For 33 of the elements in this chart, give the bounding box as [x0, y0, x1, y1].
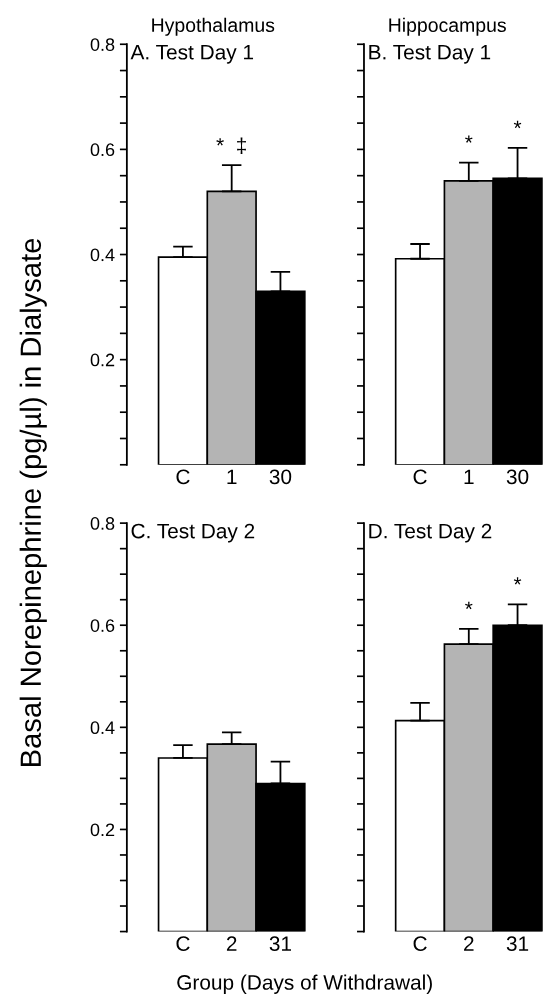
x-tick-label: C: [176, 469, 190, 485]
chart-title: D. Test Day 2: [369, 523, 492, 543]
chart-title: B. Test Day 1: [369, 45, 491, 64]
x-tick-label: C: [176, 936, 190, 952]
y-tick-label: 0.6: [90, 619, 115, 632]
chart-subtitle: Hypothalamus: [152, 17, 275, 36]
annotation: *: [465, 601, 473, 610]
x-tick-label: 2: [464, 936, 474, 951]
annotation: *: [513, 577, 522, 585]
y-tick-label: 0.2: [90, 823, 115, 837]
x-axis-title: Group (Days of Withdrawal): [177, 974, 432, 994]
y-axis-title: Basal Norepinephrine (pg/µl) in Dialysate: [19, 238, 47, 766]
x-tick-label: 30: [269, 469, 292, 485]
x-tick-label: C: [413, 469, 427, 485]
y-tick-label: 0.8: [90, 38, 115, 51]
annotation: * ‡: [216, 137, 246, 154]
y-tick-label: 0.2: [90, 353, 115, 367]
chart-title: C. Test Day 2: [131, 523, 255, 543]
y-tick-label: 0.4: [90, 248, 115, 262]
y-tick-label: 0.6: [90, 143, 115, 157]
annotation: *: [513, 120, 522, 129]
x-tick-label: 1: [227, 469, 237, 485]
x-tick-label: C: [413, 936, 427, 952]
annotation: *: [465, 135, 473, 143]
y-tick-label: 0.8: [90, 517, 115, 530]
x-tick-label: 1: [464, 469, 474, 485]
chart-title: A. Test Day 1: [130, 45, 254, 64]
x-tick-label: 30: [506, 469, 529, 485]
chart-subtitle: Hippocampus: [389, 17, 506, 36]
x-tick-label: 2: [226, 936, 237, 951]
x-tick-label: 31: [269, 936, 292, 952]
x-tick-label: 31: [506, 936, 529, 952]
y-tick-label: 0.4: [90, 721, 115, 735]
